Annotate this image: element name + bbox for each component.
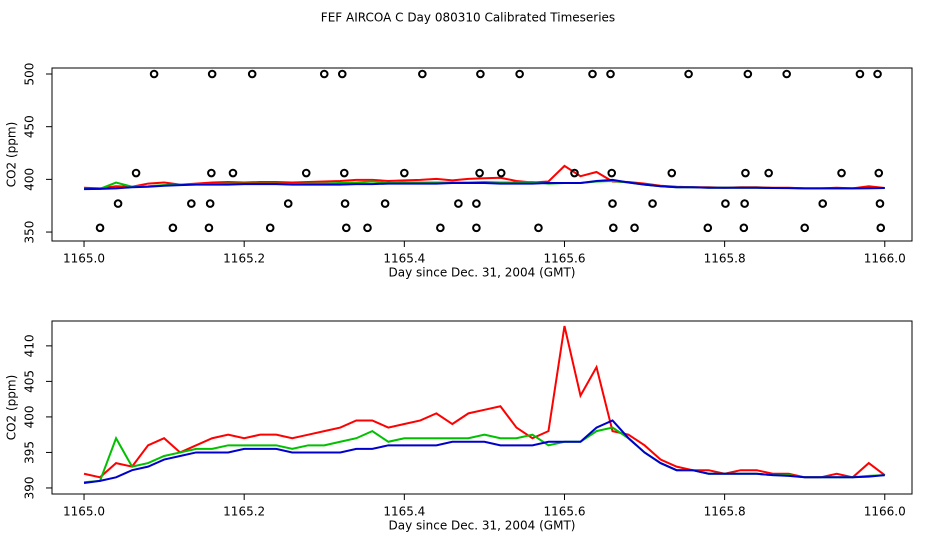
reference-point — [131, 168, 141, 178]
reference-point — [609, 223, 618, 233]
reference-point — [339, 168, 349, 178]
reference-point — [608, 199, 617, 208]
reference-point — [247, 69, 257, 79]
reference-point — [149, 69, 159, 79]
reference-point — [743, 69, 753, 79]
reference-point — [875, 199, 885, 208]
reference-point — [800, 223, 810, 233]
reference-point — [380, 199, 390, 208]
reference-point — [588, 69, 597, 79]
reference-point — [187, 199, 196, 208]
reference-point — [363, 223, 372, 233]
y-axis-label: CO2 (ppm) — [5, 122, 19, 188]
reference-point — [873, 69, 882, 79]
reference-point — [570, 168, 579, 178]
reference-point — [837, 168, 846, 178]
reference-point — [207, 168, 216, 178]
x-axis-label: Day since Dec. 31, 2004 (GMT) — [389, 266, 576, 280]
reference-point — [301, 168, 311, 178]
reference-point — [436, 223, 445, 233]
reference-point — [606, 69, 615, 79]
chart-title: FEF AIRCOA C Day 080310 Calibrated Times… — [321, 11, 615, 25]
series-line — [84, 178, 885, 191]
y-axis-label: CO2 (ppm) — [5, 375, 19, 441]
reference-point — [764, 168, 773, 178]
reference-point — [168, 223, 178, 233]
reference-point — [876, 223, 886, 233]
reference-point — [630, 223, 639, 233]
series-line — [83, 419, 885, 484]
series-line — [83, 325, 886, 479]
y-tick-label: 395 — [23, 441, 37, 464]
reference-point — [782, 69, 791, 79]
reference-point — [113, 199, 123, 208]
reference-point — [667, 168, 677, 178]
x-tick-label: 1165.0 — [63, 505, 105, 519]
reference-point — [319, 69, 329, 79]
x-tick-label: 1165.4 — [383, 505, 425, 519]
reference-point — [472, 199, 481, 208]
reference-point — [855, 69, 865, 79]
y-tick-label: 350 — [23, 221, 37, 244]
reference-point — [607, 168, 617, 178]
reference-point — [534, 223, 543, 233]
x-tick-label: 1165.2 — [223, 505, 265, 519]
reference-point — [204, 223, 214, 233]
x-tick-label: 1165.6 — [543, 505, 585, 519]
reference-point — [684, 69, 693, 79]
y-tick-label: 390 — [23, 477, 37, 500]
reference-point — [454, 199, 463, 208]
x-tick-label: 1165.4 — [383, 252, 425, 266]
reference-point — [703, 223, 713, 233]
y-tick-label: 400 — [23, 405, 37, 428]
plot-frame — [51, 67, 913, 242]
reference-point — [476, 69, 485, 79]
x-tick-label: 1165.8 — [704, 252, 746, 266]
reference-point — [472, 223, 481, 233]
reference-point — [739, 223, 749, 233]
reference-point — [340, 199, 350, 208]
x-tick-label: 1165.8 — [704, 505, 746, 519]
x-tick-label: 1166.0 — [864, 252, 906, 266]
reference-point — [207, 69, 217, 79]
x-tick-label: 1165.6 — [543, 252, 585, 266]
reference-point — [818, 199, 828, 208]
x-axis-label: Day since Dec. 31, 2004 (GMT) — [389, 519, 576, 533]
reference-point — [265, 223, 275, 233]
reference-point — [400, 168, 409, 178]
reference-point — [205, 199, 215, 208]
reference-point — [228, 168, 238, 178]
reference-point — [721, 199, 730, 208]
reference-point — [337, 69, 347, 79]
y-tick-label: 450 — [23, 115, 37, 138]
reference-point — [341, 223, 351, 233]
plot-frame — [51, 320, 913, 495]
reference-point — [283, 199, 293, 208]
y-tick-label: 500 — [23, 63, 37, 86]
reference-point — [418, 69, 427, 79]
y-tick-label: 410 — [23, 334, 37, 357]
reference-point — [95, 223, 105, 233]
reference-point — [496, 168, 506, 178]
reference-point — [874, 168, 884, 178]
y-tick-label: 405 — [23, 370, 37, 393]
y-tick-label: 400 — [23, 168, 37, 191]
reference-point — [515, 69, 524, 79]
reference-point — [648, 199, 657, 208]
x-tick-label: 1165.0 — [63, 252, 105, 266]
reference-point — [740, 199, 749, 208]
x-tick-label: 1165.2 — [223, 252, 265, 266]
x-tick-label: 1166.0 — [864, 505, 906, 519]
reference-point — [741, 168, 750, 178]
reference-point — [475, 168, 484, 178]
